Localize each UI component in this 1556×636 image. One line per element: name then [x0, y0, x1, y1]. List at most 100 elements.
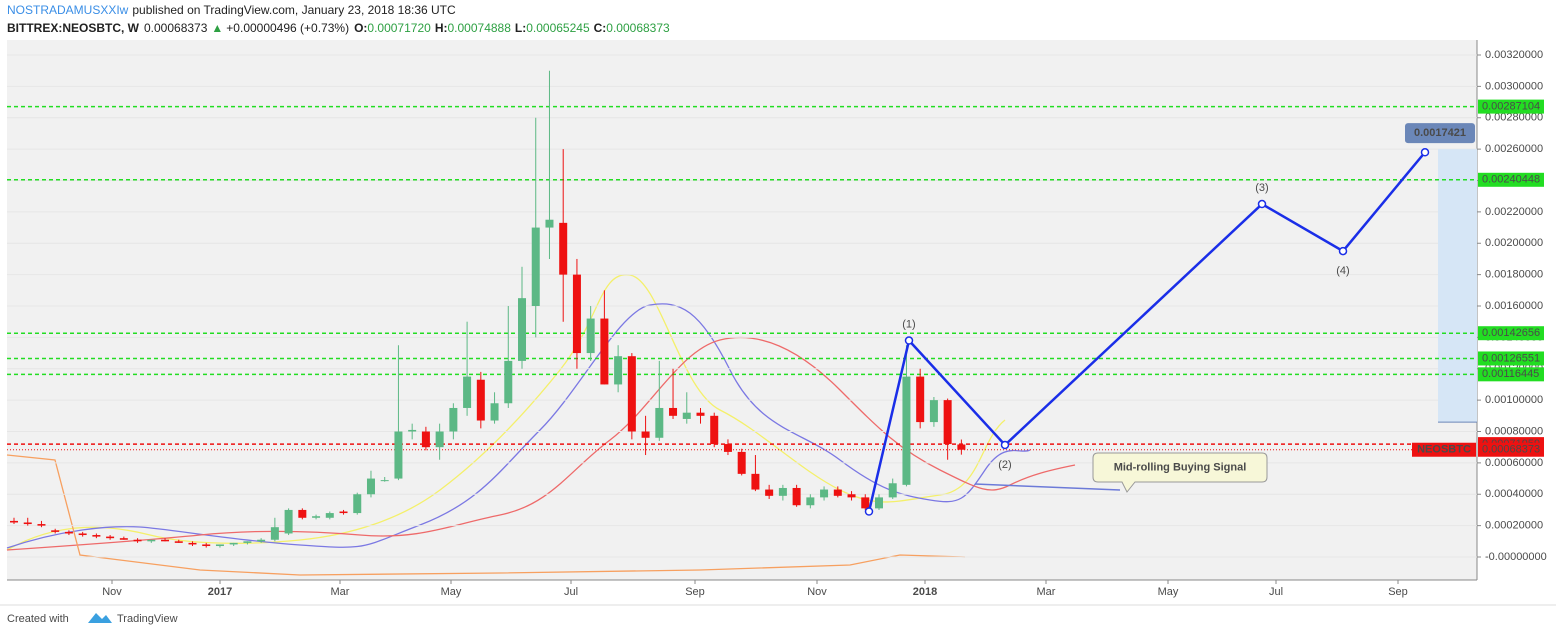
y-tick-label: 0.00220000 — [1485, 206, 1543, 218]
candle-body — [421, 431, 430, 448]
plot-layer: (1)(2)(3)(4)(5) — [7, 54, 1477, 558]
wave-point — [904, 336, 914, 345]
level-label: 0.00116445 — [1482, 368, 1539, 380]
candle-body — [353, 494, 362, 514]
ma-line — [6, 454, 966, 576]
candle-body — [161, 539, 170, 542]
candle-body — [257, 539, 266, 542]
symbol-tag — [1412, 442, 1476, 457]
wave-label: (1) — [902, 318, 915, 330]
candle-body — [778, 487, 787, 496]
candle-body — [518, 298, 527, 361]
wave-label: (3) — [1255, 182, 1268, 194]
x-tick-label: May — [441, 586, 462, 598]
candle-body — [243, 541, 252, 543]
candle-body — [641, 431, 650, 438]
footer-brand[interactable]: TradingView — [117, 613, 178, 625]
candle-body — [476, 379, 485, 421]
l: 0.00065245 — [526, 21, 590, 35]
candle-body — [174, 541, 183, 543]
candle-body — [408, 429, 417, 432]
candle-body — [806, 497, 815, 506]
moving-averages — [6, 274, 1076, 576]
candle-body — [586, 318, 595, 354]
candle-body — [888, 483, 897, 498]
annotation-arrow — [974, 483, 1121, 491]
o: 0.00071720 — [367, 21, 431, 35]
level-label: 0.00287104 — [1482, 101, 1540, 113]
range-label-bg — [1405, 123, 1475, 144]
candle-body — [847, 494, 856, 498]
candle-body — [188, 542, 197, 545]
level-label: 0.00142656 — [1482, 327, 1540, 339]
candle-body — [737, 451, 746, 474]
candle-body — [929, 400, 938, 423]
x-tick-label: 2018 — [913, 586, 937, 598]
x-tick-label: Sep — [685, 586, 705, 598]
y-tick-label: 0.00020000 — [1485, 520, 1543, 532]
candle-body — [10, 520, 18, 523]
level-tag — [1478, 351, 1544, 366]
candle-body — [504, 360, 513, 404]
candle-body — [449, 407, 458, 432]
author: NOSTRADAMUSXXIw — [7, 3, 129, 17]
x-tick-label: Jul — [1269, 586, 1283, 598]
c: 0.00068373 — [606, 21, 670, 35]
candle-body — [792, 487, 801, 506]
candle-body — [765, 489, 774, 496]
candle-body — [943, 400, 952, 445]
level-label: 0.00126551 — [1482, 352, 1540, 364]
candle-body — [394, 431, 403, 479]
candle-body — [861, 497, 870, 509]
wave-point — [864, 507, 874, 516]
candle-body — [874, 497, 883, 509]
candle-body — [78, 533, 87, 536]
candle-body — [339, 511, 348, 514]
wave-point — [1420, 148, 1430, 157]
candle-body — [284, 509, 293, 534]
annotation-box — [1092, 452, 1268, 493]
y-tick-label: 0.00080000 — [1485, 425, 1543, 437]
wave-point — [1000, 440, 1010, 450]
candle-body — [202, 544, 211, 547]
header-line: NOSTRADAMUSXXIw published on TradingView.… — [7, 3, 456, 17]
y-tick-label: 0.00180000 — [1485, 269, 1543, 281]
candle-body — [463, 376, 472, 408]
up-arrow: ▲ — [211, 21, 223, 35]
candle-body — [669, 407, 678, 416]
level-tag — [1478, 172, 1544, 187]
o-label: O: — [354, 21, 367, 35]
range-label: 0.0017421 — [1414, 127, 1466, 139]
wave-point — [1338, 246, 1348, 256]
y-tick-label: -0.00000000 — [1485, 551, 1547, 563]
candle-body — [545, 219, 554, 228]
level-label: 0.00240448 — [1482, 174, 1540, 186]
y-tick-label: 0.00200000 — [1485, 237, 1543, 249]
candle-body — [380, 480, 389, 482]
candle-body — [723, 444, 732, 452]
annotation-callout: Mid-rolling Buying Signal — [974, 452, 1268, 493]
l-label: L: — [515, 21, 526, 35]
symbol: BITTREX:NEOSBTC, W — [7, 21, 140, 35]
candle-body — [37, 524, 46, 526]
candle-body — [682, 412, 691, 419]
candle-body — [655, 407, 664, 438]
level-tag — [1478, 367, 1544, 382]
price-range — [1438, 149, 1477, 423]
wave-label: (2) — [998, 459, 1011, 471]
candle-body — [902, 376, 911, 485]
h: 0.00074888 — [447, 21, 511, 35]
candle-body — [92, 535, 101, 537]
candle-body — [215, 544, 224, 547]
level-tag — [1478, 99, 1544, 114]
y-tick-label: 0.00280000 — [1485, 112, 1543, 124]
candle-body — [696, 412, 705, 416]
candle-body — [51, 530, 60, 532]
candle-body — [147, 539, 156, 542]
candle-body — [833, 489, 842, 496]
x-tick-label: Sep — [1388, 586, 1408, 598]
y-tick-label: 0.00260000 — [1485, 143, 1543, 155]
price-label: 0.00068373 — [1482, 444, 1540, 456]
candle-body — [325, 513, 334, 518]
